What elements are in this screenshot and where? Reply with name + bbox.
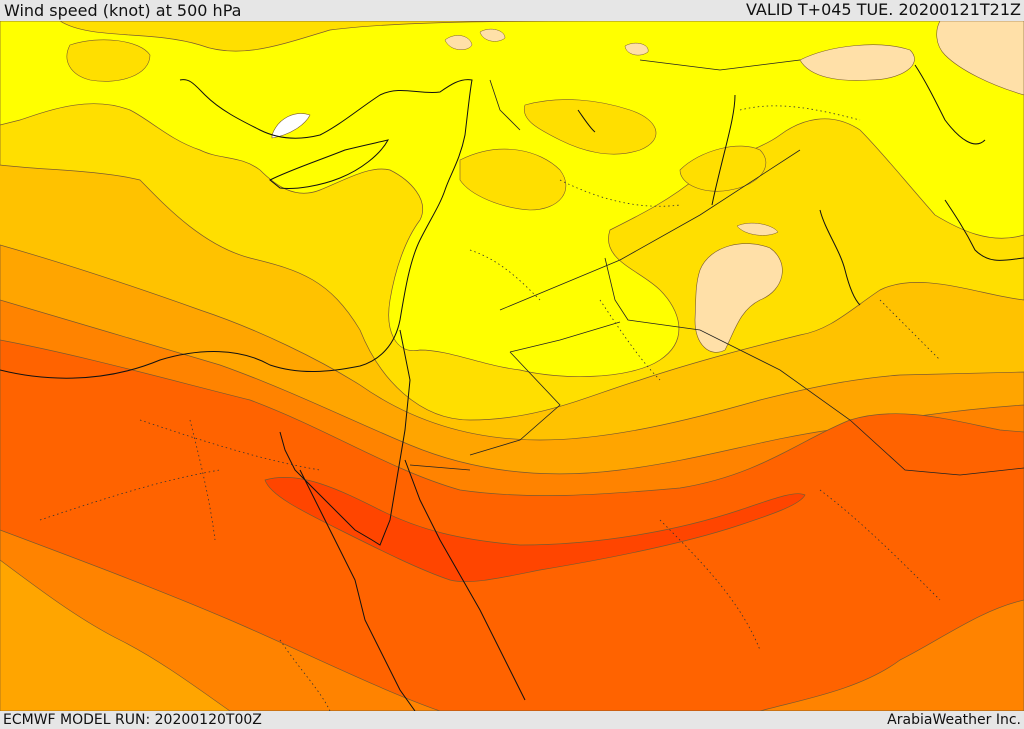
- model-run: ECMWF MODEL RUN: 20200120T00Z: [3, 712, 262, 728]
- band-peach: [694, 243, 783, 353]
- band-peach: [736, 222, 779, 236]
- band-peach: [444, 35, 473, 50]
- band-gold: [66, 39, 151, 82]
- band-white: [271, 113, 311, 139]
- band-orange-dark: [0, 339, 1024, 711]
- band-peach: [936, 21, 1024, 96]
- internal-boundaries: [39, 105, 941, 711]
- wind-speed-map[interactable]: [0, 21, 1024, 711]
- band-orange-light: [0, 559, 231, 711]
- band-gold: [679, 145, 767, 192]
- band-gold: [459, 148, 567, 211]
- band-peach: [624, 42, 649, 56]
- map-header: Wind speed (knot) at 500 hPa VALID T+045…: [0, 0, 1024, 21]
- borders: [409, 59, 1024, 476]
- coastlines: [0, 64, 1024, 711]
- map-footer: ECMWF MODEL RUN: 20200120T00Z ArabiaWeat…: [0, 711, 1024, 729]
- map-canvas: [0, 21, 1024, 711]
- credit: ArabiaWeather Inc.: [887, 712, 1021, 728]
- band-peach: [799, 44, 915, 81]
- band-red-orange: [264, 477, 806, 582]
- valid-time: VALID T+045 TUE. 20200121T21Z: [745, 0, 1021, 19]
- map-title: Wind speed (knot) at 500 hPa: [4, 1, 242, 20]
- band-peach: [479, 28, 506, 42]
